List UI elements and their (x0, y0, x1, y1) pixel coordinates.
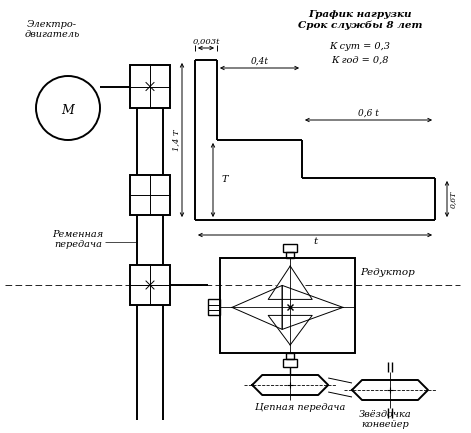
Polygon shape (268, 266, 312, 299)
Polygon shape (352, 380, 428, 400)
Bar (220, 258, 355, 353)
Bar (286, 353, 294, 359)
Polygon shape (268, 315, 312, 345)
Text: К сут = 0,3: К сут = 0,3 (330, 42, 390, 51)
Bar (283, 359, 297, 367)
Text: 1,4 T: 1,4 T (172, 129, 180, 151)
Text: Редуктор: Редуктор (360, 268, 415, 277)
Bar (283, 244, 297, 252)
Text: График нагрузки
Срок службы 8 лет: График нагрузки Срок службы 8 лет (298, 10, 422, 30)
Text: К год = 0,8: К год = 0,8 (331, 56, 389, 65)
Bar (130, 265, 170, 305)
Bar (130, 175, 170, 215)
Text: 0,6 t: 0,6 t (358, 109, 379, 118)
Bar (286, 252, 294, 258)
Text: T: T (222, 175, 228, 184)
Bar (208, 299, 220, 315)
Text: 0,4t: 0,4t (251, 57, 268, 66)
Text: t: t (313, 237, 317, 246)
Polygon shape (282, 285, 343, 330)
Polygon shape (232, 285, 282, 330)
Text: Звёздочка
конвейер: Звёздочка конвейер (358, 410, 411, 430)
Text: Ременная
передача: Ременная передача (52, 230, 104, 249)
Text: 0,6T: 0,6T (449, 191, 457, 208)
Text: Электро-
двигатель: Электро- двигатель (24, 20, 80, 39)
Text: Цепная передача: Цепная передача (255, 403, 345, 412)
Text: 0,003t: 0,003t (192, 38, 220, 46)
Bar (130, 65, 170, 108)
Text: М: М (62, 103, 74, 116)
Polygon shape (252, 375, 328, 395)
